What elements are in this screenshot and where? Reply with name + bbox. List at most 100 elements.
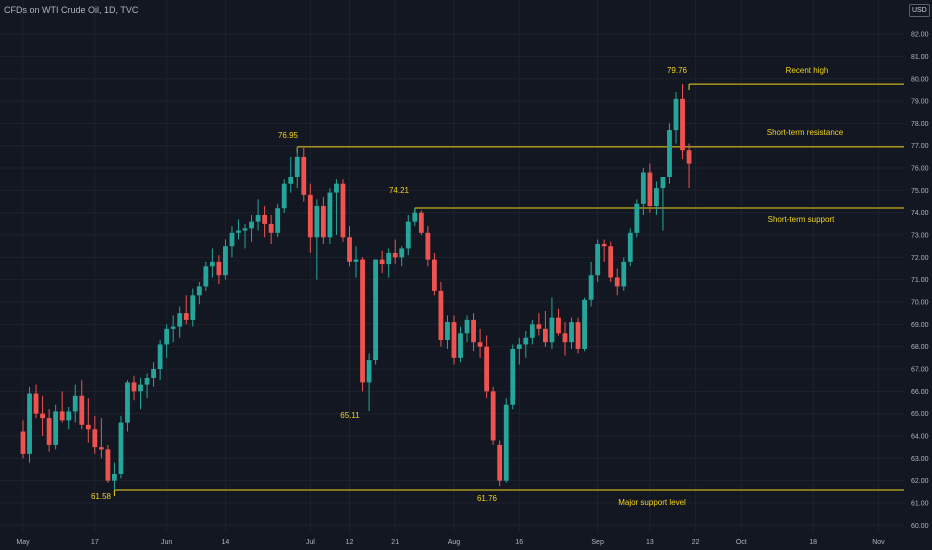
time-axis: May17Jun14Jul1221Aug16Sep1322Oct18Nov15 — [16, 539, 885, 546]
candle-body — [608, 246, 614, 278]
candle-body — [366, 360, 372, 383]
candle-body — [327, 192, 333, 238]
candle-body — [458, 333, 463, 358]
level-label: Recent high — [786, 66, 829, 75]
price-tick-label: 60.00 — [911, 523, 929, 530]
price-label: 79.76 — [667, 66, 688, 75]
candle-body — [353, 259, 359, 262]
price-tick-label: 72.00 — [911, 255, 929, 262]
price-label: 61.58 — [91, 492, 112, 501]
candle-body — [379, 259, 385, 265]
candle-body — [399, 248, 405, 258]
candle-body — [314, 206, 320, 238]
time-tick-label: 18 — [809, 539, 817, 546]
candle-body — [72, 395, 78, 412]
candle-body — [647, 172, 653, 207]
price-tick-label: 81.00 — [911, 54, 929, 61]
chart-title: CFDs on WTI Crude Oil, 1D, TVC — [4, 5, 139, 15]
candle-body — [569, 322, 574, 343]
time-tick-label: Jun — [161, 539, 172, 546]
candle-body — [654, 188, 659, 207]
price-tick-label: 78.00 — [911, 121, 929, 128]
candle-body — [621, 261, 627, 287]
candle-body — [190, 295, 196, 320]
candle-body — [53, 411, 59, 445]
candle-body — [431, 259, 437, 291]
price-label: 61.76 — [477, 494, 498, 503]
candle-body — [203, 266, 209, 287]
candle-body — [582, 299, 587, 349]
candle-body — [418, 212, 424, 233]
candle-body — [510, 348, 516, 405]
time-tick-label: 17 — [91, 539, 99, 546]
candle-body — [170, 326, 176, 329]
candle-body — [164, 328, 170, 345]
time-tick-label: Nov — [872, 539, 885, 546]
candle-body — [223, 246, 228, 276]
candle-body — [640, 172, 646, 204]
price-tick-label: 70.00 — [911, 300, 929, 307]
currency-badge[interactable]: USD — [909, 4, 930, 17]
price-tick-label: 65.00 — [911, 411, 929, 418]
time-tick-label: May — [16, 539, 30, 546]
candle-body — [490, 391, 496, 441]
candle-body — [529, 324, 535, 338]
candle-body — [614, 277, 620, 287]
time-tick-label: 16 — [515, 539, 523, 546]
price-tick-label: 68.00 — [911, 344, 929, 351]
price-tick-label: 75.00 — [911, 188, 929, 195]
price-tick-label: 69.00 — [911, 322, 929, 329]
price-tick-label: 67.00 — [911, 367, 929, 374]
time-tick-label: Sep — [591, 539, 604, 546]
candle-body — [405, 221, 411, 249]
candle-body — [236, 230, 241, 233]
candle-body — [536, 324, 542, 329]
candle-body — [92, 429, 98, 448]
candle-body — [523, 337, 529, 345]
time-tick-label: 13 — [646, 539, 654, 546]
candle-body — [543, 328, 548, 343]
candle-body — [503, 404, 509, 481]
price-tick-label: 80.00 — [911, 76, 929, 83]
candle-body — [667, 130, 672, 177]
candle-body — [229, 232, 235, 247]
candle-body — [209, 261, 215, 267]
candle-body — [294, 156, 300, 177]
candle-body — [46, 418, 52, 445]
candle-body — [144, 377, 150, 385]
candle-body — [601, 243, 607, 247]
price-label: 65.11 — [340, 411, 360, 420]
candle-body — [549, 317, 555, 343]
price-label: 76.95 — [278, 131, 299, 140]
candle-body — [196, 286, 202, 296]
candle-body — [40, 413, 45, 419]
candle-body — [27, 393, 32, 454]
candle-body — [98, 447, 104, 450]
candle-body — [275, 208, 281, 233]
candle-body — [249, 221, 254, 229]
candle-body — [262, 214, 268, 224]
candle-body — [268, 223, 274, 233]
candle-body — [307, 194, 313, 238]
price-tick-label: 82.00 — [911, 32, 929, 39]
candle-body — [301, 156, 307, 195]
candle-body — [255, 214, 261, 222]
candle-body — [360, 259, 365, 383]
candle-body — [183, 313, 189, 320]
candle-body — [634, 203, 640, 233]
price-tick-label: 74.00 — [911, 210, 929, 217]
level-label: Short-term resistance — [767, 128, 844, 137]
candle-body — [392, 252, 398, 258]
candle-body — [151, 369, 156, 378]
price-tick-label: 73.00 — [911, 233, 929, 240]
candle-body — [588, 275, 594, 300]
candle-body — [562, 333, 568, 343]
price-tick-label: 76.00 — [911, 166, 929, 173]
candle-body — [386, 252, 392, 265]
candle-body — [373, 259, 379, 361]
candle-body — [575, 322, 581, 349]
candle-body — [242, 228, 248, 231]
candle-body — [660, 176, 666, 189]
candle-body — [425, 232, 431, 260]
